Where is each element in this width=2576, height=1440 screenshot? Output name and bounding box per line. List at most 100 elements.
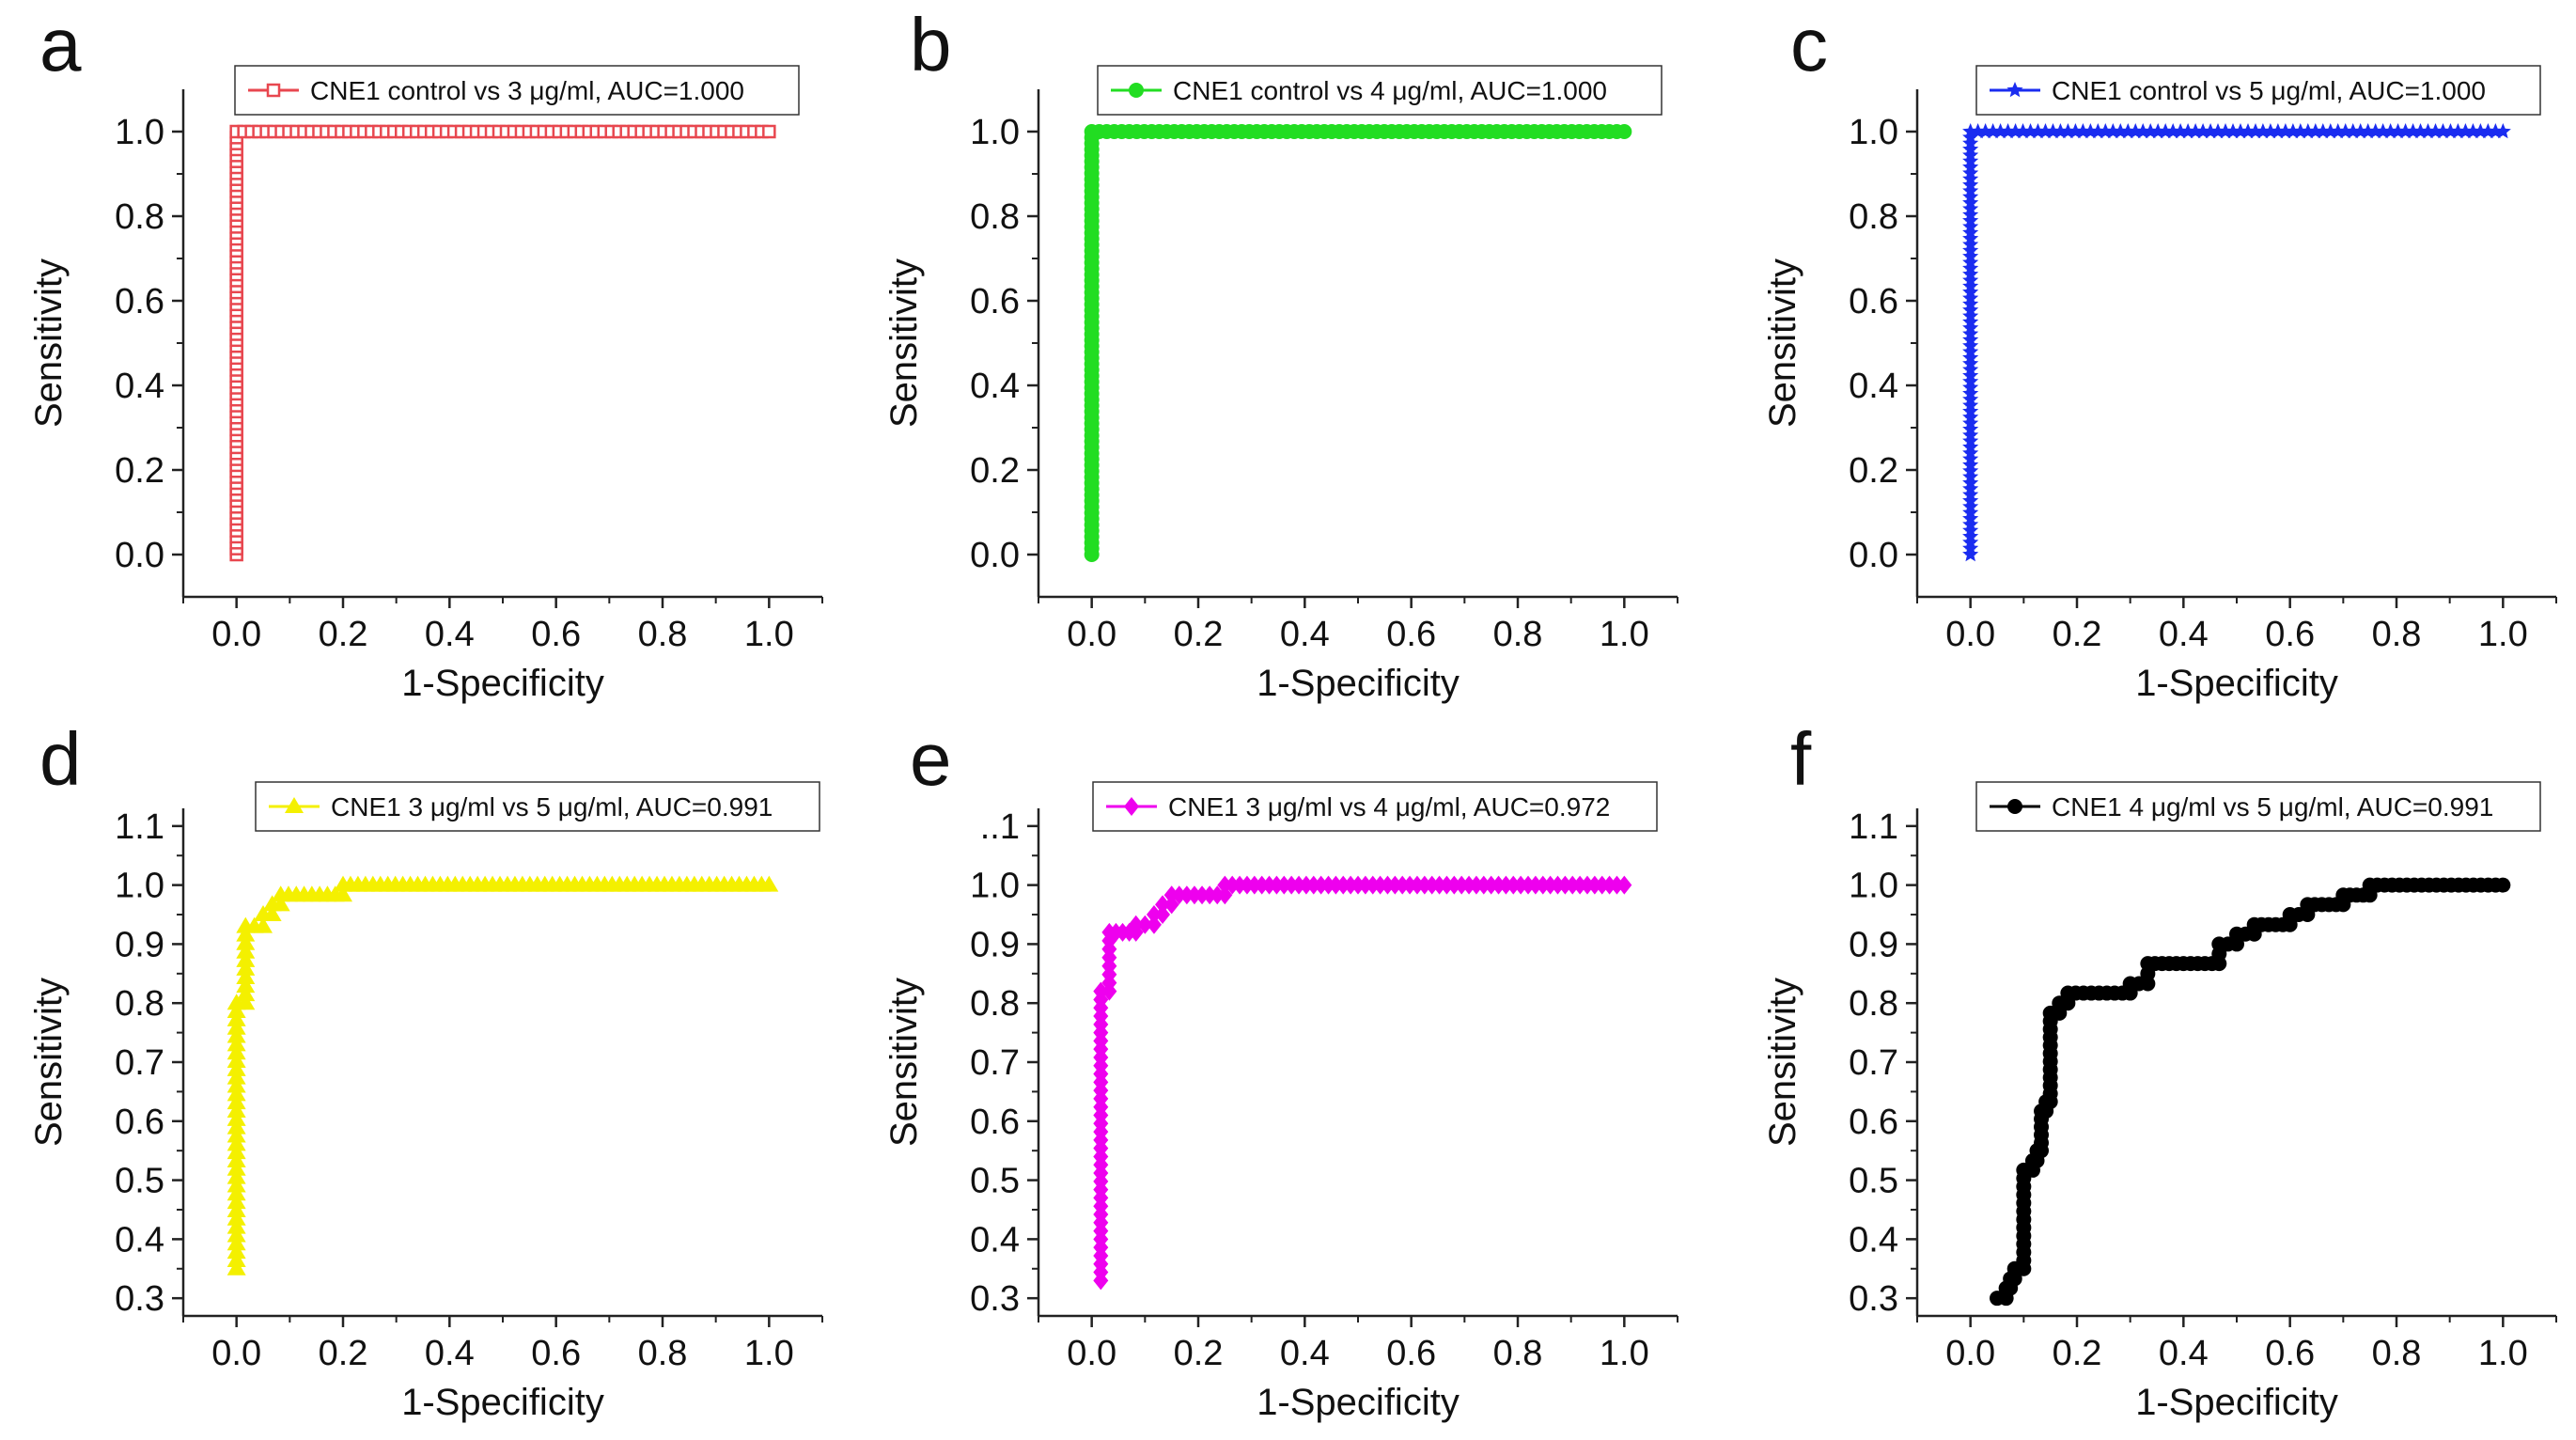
y-tick-label: 0.9 <box>970 925 1020 964</box>
roc-curve-line <box>1968 130 2504 555</box>
roc-point-marker <box>262 905 282 922</box>
y-tick-label: 0.7 <box>970 1043 1020 1083</box>
roc-point-marker <box>226 1159 246 1176</box>
roc-point-marker <box>2420 123 2437 139</box>
y-tick-label: 0.7 <box>115 1043 164 1083</box>
legend: CNE1 control vs 3 μg/ml, AUC=1.000 <box>234 65 800 116</box>
y-tick-label: 0.0 <box>115 536 164 575</box>
roc-point-marker <box>1962 152 1979 168</box>
roc-point-marker <box>2375 123 2392 139</box>
roc-point-marker <box>226 1243 246 1260</box>
y-tick-label: 0.4 <box>1849 1220 1898 1260</box>
y-axis-title: Sensitivity <box>883 978 925 1147</box>
roc-point-marker <box>2217 123 2234 139</box>
x-tick-label: 1.0 <box>744 615 794 654</box>
panel-letter: c <box>1790 3 1828 86</box>
roc-point-marker <box>1962 302 1979 318</box>
y-tick-label: 0.4 <box>970 1220 1020 1260</box>
chart-panel-d: d 0.0 0.2 0.4 0.6 0.8 1.0 0.3 0.4 0.5 0.6 0.7 0.8 0.9… <box>28 717 823 1423</box>
roc-point-marker <box>1210 885 1226 905</box>
roc-point-marker <box>1194 885 1210 905</box>
x-axis-title: 1-Specificity <box>1257 663 1460 704</box>
x-tick-label: 0.8 <box>1493 1334 1543 1373</box>
roc-point-marker <box>2134 123 2151 139</box>
roc-point-marker <box>1962 159 1979 175</box>
y-tick-label: 0.6 <box>970 282 1020 321</box>
roc-point-marker <box>1962 468 1979 484</box>
roc-point-marker <box>1962 170 1979 186</box>
x-tick-label: 0.4 <box>2159 1334 2209 1373</box>
series-b-0 <box>1084 124 1632 562</box>
legend: CNE1 control vs 4 μg/ml, AUC=1.000 <box>1097 65 1663 116</box>
y-tick-label: 1.1 <box>1849 807 1898 847</box>
y-tick-label: 0.8 <box>970 984 1020 1024</box>
roc-point-marker <box>1093 981 1109 1001</box>
y-tick-label: 0.6 <box>970 1103 1020 1142</box>
legend-marker <box>285 797 304 813</box>
legend-box <box>255 781 820 832</box>
x-tick-label: 0.0 <box>1067 615 1116 654</box>
y-tick-label: 0.5 <box>115 1162 164 1201</box>
roc-point-marker <box>1155 895 1171 915</box>
roc-point-marker <box>2307 123 2324 139</box>
x-tick-label: 1.0 <box>744 1334 794 1373</box>
roc-point-marker <box>226 1217 246 1234</box>
roc-point-marker <box>226 1010 246 1026</box>
roc-point-marker <box>226 1035 246 1052</box>
roc-point-marker <box>1962 141 1979 157</box>
panel-letter: a <box>39 3 82 86</box>
legend-box <box>234 65 800 116</box>
roc-point-marker <box>226 1109 246 1126</box>
roc-point-marker <box>236 950 256 967</box>
roc-point-marker <box>226 1018 246 1035</box>
y-tick-label: 1.0 <box>970 867 1020 906</box>
legend-label: CNE1 4 μg/ml vs 5 μg/ml, AUC=0.991 <box>2052 792 2493 822</box>
roc-point-marker <box>1962 224 1979 240</box>
roc-point-marker <box>236 933 256 950</box>
roc-point-marker <box>2382 123 2399 139</box>
y-tick-label: 0.8 <box>1849 984 1898 1024</box>
legend-box <box>1097 65 1663 116</box>
y-tick-label: 0.3 <box>970 1279 1020 1319</box>
roc-point-marker <box>226 1085 246 1102</box>
y-tick-label: 0.7 <box>1849 1043 1898 1083</box>
y-axis-title: Sensitivity <box>28 258 70 428</box>
roc-curve-line <box>234 130 770 555</box>
x-tick-label: 0.8 <box>2372 615 2422 654</box>
x-axis-title: 1-Specificity <box>401 663 604 704</box>
x-tick-label: 0.6 <box>2265 1334 2315 1373</box>
y-tick-label: 0.6 <box>115 1103 164 1142</box>
panel-letter: f <box>1790 717 1812 801</box>
roc-point-marker <box>1962 516 1979 532</box>
roc-point-marker <box>226 1250 246 1267</box>
roc-point-marker <box>1962 164 1979 180</box>
roc-point-marker <box>2300 123 2317 139</box>
roc-point-marker <box>2292 123 2309 139</box>
x-axis-title: 1-Specificity <box>2135 663 2338 704</box>
roc-point-marker <box>1962 474 1979 491</box>
legend: CNE1 control vs 5 μg/ml, AUC=1.000 <box>1975 65 2541 116</box>
y-tick-label: 1.1 <box>115 807 164 847</box>
roc-point-marker <box>236 977 256 994</box>
roc-point-marker <box>1962 266 1979 282</box>
roc-point-marker <box>2142 123 2159 139</box>
roc-point-marker <box>226 1234 246 1251</box>
roc-point-marker <box>2232 123 2249 139</box>
roc-point-marker <box>226 1176 246 1193</box>
y-tick-label: 1.0 <box>1849 113 1898 152</box>
roc-point-marker <box>1163 885 1179 905</box>
legend-label: CNE1 control vs 3 μg/ml, AUC=1.000 <box>310 76 744 105</box>
roc-point-marker <box>226 1093 246 1110</box>
roc-point-marker <box>236 925 256 942</box>
x-tick-label: 0.8 <box>638 1334 688 1373</box>
y-tick-label: 0.4 <box>115 1220 164 1260</box>
roc-point-marker <box>226 1043 246 1060</box>
roc-point-marker <box>1962 498 1979 514</box>
y-tick-label: 1.0 <box>115 867 164 906</box>
roc-point-marker <box>1962 284 1979 300</box>
panel-letter: e <box>910 717 952 801</box>
x-tick-label: 0.0 <box>211 615 261 654</box>
roc-point-marker <box>1962 480 1979 496</box>
roc-point-marker <box>1128 915 1144 934</box>
y-tick-label: 0.9 <box>115 925 164 964</box>
